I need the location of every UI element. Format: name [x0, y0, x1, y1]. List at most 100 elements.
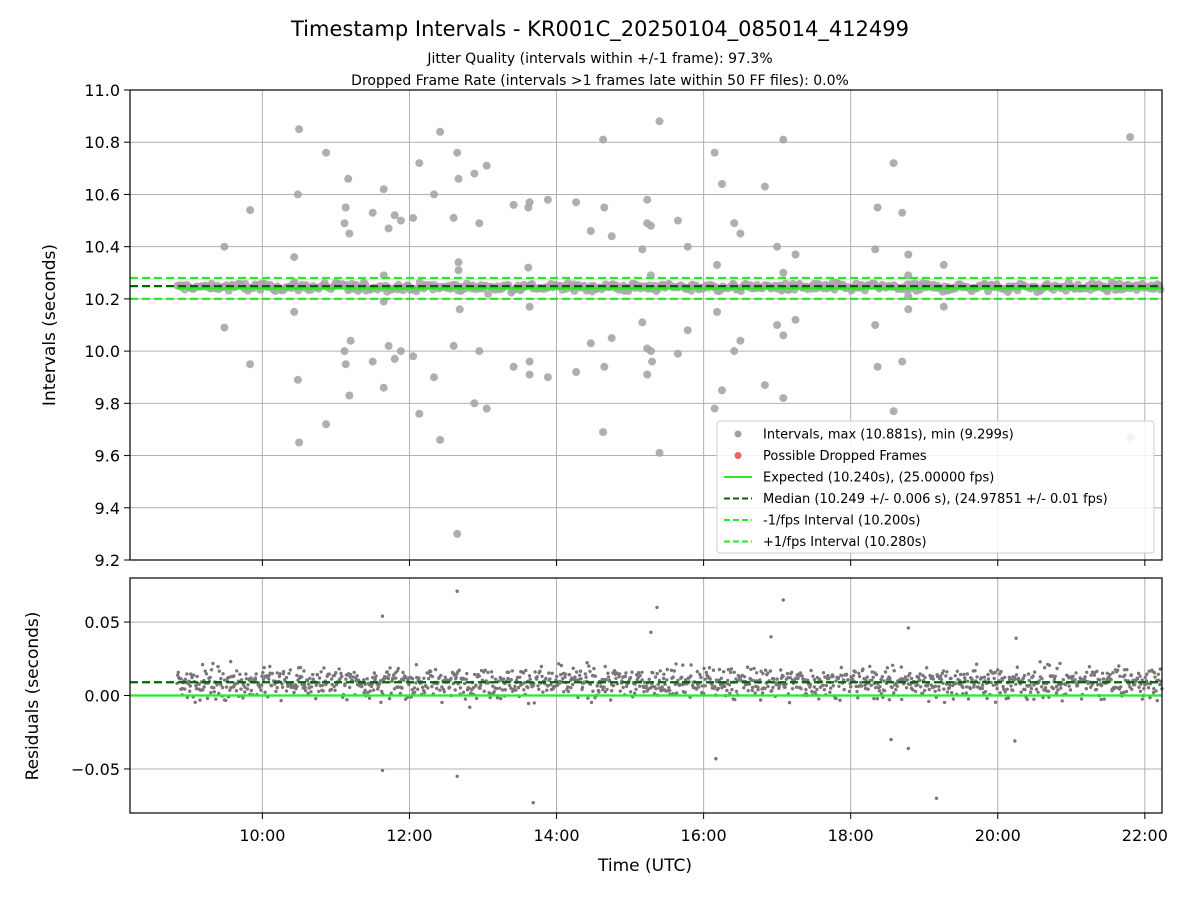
- interval-point: [290, 307, 299, 316]
- residual-point: [855, 689, 859, 694]
- residual-point: [532, 701, 536, 705]
- legend-entry: -1/fps Interval (10.200s): [724, 514, 920, 529]
- residual-point: [241, 696, 245, 700]
- residual-point: [438, 688, 442, 692]
- residual-point: [870, 670, 874, 674]
- interval-point: [718, 386, 726, 395]
- residual-point: [853, 670, 857, 674]
- residual-point: [624, 671, 628, 675]
- residual-point: [402, 678, 406, 682]
- residual-point: [545, 688, 549, 692]
- residual-point: [592, 666, 596, 671]
- residual-point: [895, 684, 899, 688]
- residual-point: [389, 691, 393, 695]
- residual-point: [599, 684, 603, 689]
- residual-point: [319, 670, 323, 674]
- residual-point: [224, 685, 229, 689]
- residual-point: [643, 680, 647, 685]
- interval-point: [436, 127, 445, 136]
- residual-point: [823, 675, 827, 679]
- residual-point: [906, 746, 910, 751]
- residual-point: [433, 667, 438, 672]
- residual-point: [378, 679, 383, 683]
- residual-point: [836, 676, 841, 680]
- interval-point: [220, 242, 229, 251]
- residual-point: [217, 669, 221, 673]
- residual-point: [392, 687, 397, 691]
- residual-point: [868, 664, 872, 669]
- residual-point: [208, 675, 212, 680]
- residual-point: [458, 686, 463, 690]
- residual-point: [566, 689, 571, 694]
- residual-point: [1026, 672, 1031, 676]
- interval-point: [396, 347, 405, 356]
- residual-point: [781, 674, 785, 679]
- y-tick-label: 9.2: [95, 551, 120, 570]
- residual-point: [556, 662, 561, 666]
- residual-point: [1154, 689, 1158, 693]
- residual-point: [1158, 667, 1163, 671]
- residuals-frame: [129, 577, 1163, 814]
- interval-point: [475, 219, 484, 228]
- residual-point: [766, 684, 770, 689]
- residual-point: [195, 674, 199, 679]
- residual-point: [317, 676, 322, 680]
- residual-point: [348, 675, 352, 679]
- residual-point: [188, 689, 192, 693]
- residual-point: [805, 678, 810, 682]
- y-tick-label: 0.00: [84, 687, 120, 706]
- interval-point: [453, 529, 462, 538]
- residual-point: [790, 670, 794, 674]
- residual-point: [243, 690, 247, 694]
- residual-point: [993, 700, 998, 704]
- residual-point: [758, 698, 763, 702]
- interval-point: [345, 391, 354, 400]
- residual-point: [537, 687, 541, 691]
- residual-point: [563, 675, 567, 679]
- residual-point: [808, 682, 813, 687]
- residual-point: [798, 671, 803, 675]
- residual-point: [259, 688, 263, 692]
- interval-point: [415, 409, 424, 418]
- residual-point: [966, 697, 971, 701]
- residual-point: [1128, 685, 1132, 689]
- residual-point: [1138, 689, 1143, 693]
- residual-point: [215, 683, 219, 687]
- residual-point: [261, 677, 266, 682]
- interval-point: [543, 195, 552, 204]
- residual-point: [380, 614, 385, 618]
- residual-point: [1021, 676, 1025, 680]
- residual-point: [944, 674, 948, 678]
- interval-point: [646, 221, 655, 230]
- residual-point: [763, 668, 768, 672]
- residual-point: [194, 683, 198, 688]
- residual-point: [1006, 696, 1011, 700]
- residual-point: [653, 675, 658, 679]
- residual-point: [204, 672, 209, 676]
- interval-point: [482, 404, 491, 413]
- residual-point: [320, 683, 325, 688]
- residual-point: [849, 685, 853, 689]
- residual-point: [334, 671, 338, 675]
- interval-point: [760, 182, 769, 191]
- residual-point: [1009, 684, 1013, 688]
- residual-point: [440, 700, 444, 705]
- residual-point: [908, 671, 912, 676]
- residual-point: [540, 674, 544, 679]
- residual-point: [455, 774, 459, 778]
- residual-point: [482, 689, 486, 693]
- residual-point: [813, 690, 817, 695]
- residual-point: [483, 668, 487, 672]
- residual-point: [729, 667, 734, 671]
- residual-point: [413, 690, 417, 694]
- residual-point: [809, 668, 813, 673]
- residual-point: [245, 687, 250, 691]
- residual-point: [841, 678, 846, 682]
- residual-point: [376, 685, 380, 689]
- residual-point: [1011, 688, 1015, 693]
- residual-point: [380, 768, 385, 773]
- residual-point: [991, 683, 995, 687]
- interval-point: [773, 242, 782, 251]
- residual-point: [212, 690, 216, 694]
- interval-point: [436, 435, 445, 444]
